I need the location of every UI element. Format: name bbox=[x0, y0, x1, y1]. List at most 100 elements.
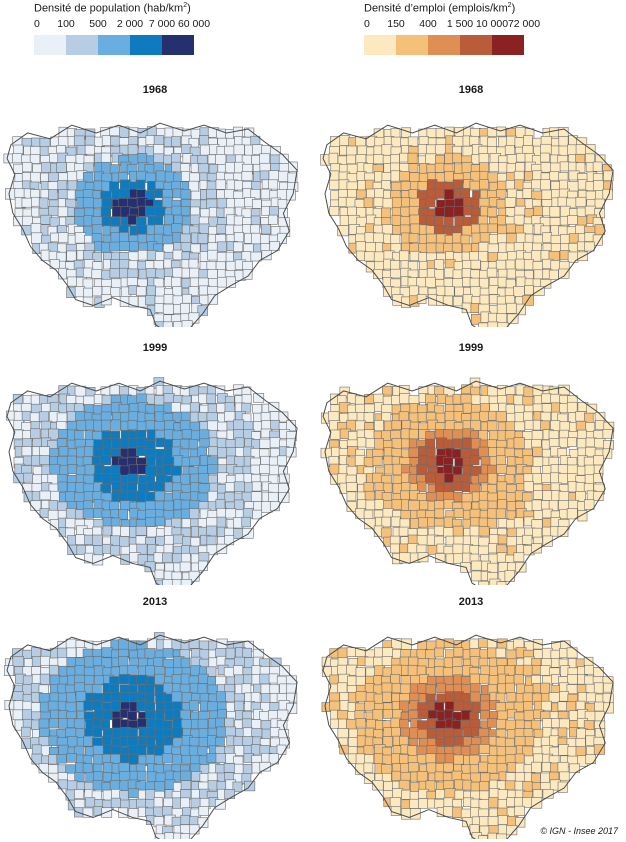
commune-cell bbox=[399, 656, 410, 667]
commune-cell bbox=[381, 516, 392, 528]
commune-cell bbox=[199, 144, 211, 156]
commune-cell bbox=[188, 286, 199, 296]
commune-cell bbox=[425, 753, 437, 764]
commune-cell bbox=[443, 217, 454, 228]
commune-cell bbox=[92, 534, 103, 546]
commune-cell bbox=[252, 199, 262, 209]
commune-cell bbox=[216, 128, 226, 139]
commune-cell bbox=[84, 145, 96, 155]
commune-cell bbox=[48, 206, 60, 217]
commune-cell bbox=[241, 171, 253, 181]
commune-cell bbox=[118, 762, 130, 773]
legend-tick-label: 60 000 bbox=[177, 18, 211, 30]
commune-cell bbox=[504, 447, 516, 458]
commune-cell bbox=[514, 179, 525, 191]
commune-cell bbox=[523, 481, 534, 492]
commune-cell bbox=[478, 322, 490, 327]
commune-cell bbox=[496, 126, 506, 137]
commune-cell bbox=[575, 162, 586, 173]
commune-cell bbox=[452, 152, 462, 163]
commune-cell bbox=[162, 552, 173, 563]
commune-cell bbox=[154, 490, 166, 501]
commune-cell bbox=[66, 780, 78, 791]
commune-cell bbox=[337, 710, 349, 720]
commune-cell bbox=[408, 428, 419, 440]
commune-cell bbox=[479, 179, 489, 190]
commune-cell bbox=[433, 225, 445, 235]
commune-cell bbox=[129, 241, 139, 252]
commune-cell bbox=[224, 491, 235, 503]
commune-cell bbox=[567, 674, 578, 685]
map-year-label: 2013 bbox=[458, 596, 484, 608]
commune-cell bbox=[171, 674, 182, 686]
commune-cell bbox=[550, 402, 561, 413]
commune-cell bbox=[170, 465, 182, 477]
commune-cell bbox=[260, 412, 271, 422]
commune-cell bbox=[269, 684, 280, 695]
commune-cell bbox=[234, 437, 245, 449]
commune-cell bbox=[328, 152, 339, 165]
commune-cell bbox=[383, 781, 394, 792]
commune-cell bbox=[523, 223, 534, 235]
commune-cell bbox=[513, 552, 525, 563]
commune-cell bbox=[100, 206, 111, 218]
commune-cell bbox=[233, 665, 244, 676]
commune-cell bbox=[259, 438, 271, 449]
commune-cell bbox=[497, 638, 508, 650]
commune-cell bbox=[154, 224, 165, 236]
commune-cell bbox=[111, 692, 122, 702]
commune-cell bbox=[270, 419, 281, 430]
commune-cell bbox=[425, 153, 437, 165]
commune-cell bbox=[427, 294, 438, 306]
commune-cell bbox=[74, 491, 85, 503]
commune-cell bbox=[171, 205, 182, 216]
commune-cell bbox=[56, 754, 67, 764]
map-population-1999: 1999 bbox=[0, 340, 310, 585]
commune-cell bbox=[276, 744, 287, 755]
commune-cell bbox=[197, 465, 208, 475]
commune-cell bbox=[346, 482, 358, 492]
commune-cell bbox=[390, 268, 402, 279]
commune-cell bbox=[478, 526, 490, 537]
commune-cell bbox=[504, 145, 515, 155]
commune-cell bbox=[496, 446, 506, 457]
commune-cell bbox=[119, 188, 130, 200]
commune-cell bbox=[208, 446, 218, 456]
commune-cell bbox=[418, 455, 428, 466]
commune-cell bbox=[540, 420, 551, 431]
commune-cell bbox=[118, 509, 128, 520]
commune-cell bbox=[170, 402, 182, 413]
commune-cell bbox=[557, 781, 568, 793]
commune-cell bbox=[523, 386, 535, 398]
commune-cell bbox=[347, 393, 357, 404]
commune-cell bbox=[575, 196, 587, 208]
commune-cell bbox=[234, 745, 245, 756]
commune-cell bbox=[427, 675, 438, 686]
commune-cell bbox=[109, 384, 120, 396]
commune-cell bbox=[434, 162, 445, 173]
commune-cell bbox=[30, 500, 42, 512]
commune-cell bbox=[207, 269, 218, 280]
commune-cell bbox=[409, 172, 420, 183]
legend-tick-label: 2 000 bbox=[116, 18, 144, 30]
commune-cell bbox=[164, 214, 174, 225]
commune-cell bbox=[434, 188, 446, 199]
commune-cell bbox=[382, 691, 392, 703]
commune-cell bbox=[127, 144, 138, 156]
commune-cell bbox=[471, 570, 483, 582]
commune-cell bbox=[38, 693, 50, 704]
commune-cell bbox=[180, 833, 190, 839]
commune-cell bbox=[399, 735, 409, 746]
commune-cell bbox=[373, 154, 384, 165]
commune-cell bbox=[470, 517, 480, 528]
commune-cell bbox=[479, 674, 490, 685]
commune-cell bbox=[144, 561, 156, 573]
commune-cell bbox=[242, 736, 254, 746]
commune-cell bbox=[234, 700, 244, 712]
commune-cell bbox=[452, 296, 463, 307]
commune-cell bbox=[155, 516, 166, 527]
commune-cell bbox=[110, 700, 122, 712]
commune-cell bbox=[559, 691, 569, 702]
commune-cell bbox=[558, 136, 569, 148]
commune-cell bbox=[505, 719, 516, 731]
